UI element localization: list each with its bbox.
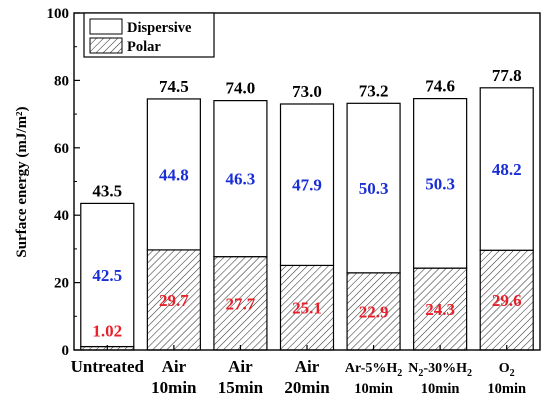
bar-polar	[279, 264, 335, 351]
data-label-polar: 24.3	[425, 300, 455, 319]
x-tick-label: 10min	[421, 381, 460, 397]
data-label-polar: 1.02	[92, 322, 122, 341]
data-label-total: 43.5	[92, 181, 122, 200]
x-tick-label: N2-30%H2	[408, 361, 472, 379]
bar-dispersive	[146, 98, 201, 251]
x-tick-label: Air	[228, 357, 253, 376]
y-axis-title: Surface energy (mJ/m²)	[14, 106, 30, 257]
data-label-polar: 22.9	[359, 302, 389, 321]
bar-polar	[213, 256, 268, 351]
y-tick-label: 40	[54, 208, 69, 224]
bar-dispersive	[279, 103, 335, 267]
bar-dispersive	[80, 202, 135, 348]
x-tick-label: 10min	[151, 378, 197, 397]
axes-layer	[73, 12, 541, 351]
x-tick-label: Ar-5%H2	[345, 361, 402, 379]
data-label-dispersive: 50.3	[425, 174, 455, 193]
bar-dispersive	[346, 102, 401, 274]
x-tick-label: Air	[295, 357, 320, 376]
y-tick-label: 60	[54, 141, 69, 157]
data-label-total: 73.0	[292, 82, 322, 101]
data-label-total: 74.0	[226, 79, 256, 98]
x-tick-label: 10min	[354, 381, 393, 397]
data-label-polar: 29.7	[159, 291, 189, 310]
legend-swatch-polar	[89, 37, 123, 54]
data-label-polar: 29.6	[492, 291, 522, 310]
x-tick-label: Air	[162, 357, 187, 376]
legend: Dispersive Polar	[83, 12, 215, 58]
labels-layer: 43.5 42.5 1.02 Untreated 74.5 44.8 29.7 Air 10mi…	[47, 6, 527, 397]
data-label-dispersive: 50.3	[359, 179, 389, 198]
data-label-total: 74.6	[425, 77, 455, 96]
data-label-dispersive: 46.3	[226, 170, 256, 189]
bar-dispersive	[479, 87, 534, 251]
data-label-total: 74.5	[159, 77, 189, 96]
data-label-dispersive: 47.9	[292, 176, 322, 195]
data-label-polar: 25.1	[292, 299, 322, 318]
data-label-total: 77.8	[492, 66, 522, 85]
y-tick-label: 100	[47, 6, 70, 22]
bar-dispersive	[413, 97, 468, 269]
legend-swatch-dispersive	[89, 18, 123, 35]
y-tick-label: 80	[54, 73, 69, 89]
x-tick-label: 10min	[487, 381, 526, 397]
legend-label-dispersive: Dispersive	[127, 20, 192, 36]
x-tick-label: 15min	[218, 378, 264, 397]
bar-dispersive	[213, 100, 268, 258]
bar-polar	[479, 249, 534, 351]
bars-layer	[80, 87, 534, 351]
data-label-dispersive: 44.8	[159, 165, 189, 184]
data-label-total: 73.2	[359, 81, 389, 100]
x-tick-label: 20min	[284, 378, 330, 397]
legend-label-polar: Polar	[127, 39, 161, 55]
y-tick-label: 0	[62, 343, 70, 359]
data-label-dispersive: 48.2	[492, 160, 522, 179]
y-tick-label: 20	[54, 276, 69, 292]
x-tick-label: Untreated	[71, 357, 145, 376]
bar-polar	[346, 272, 401, 351]
data-label-dispersive: 42.5	[92, 266, 122, 285]
x-tick-label: O2	[499, 361, 515, 379]
data-label-polar: 27.7	[226, 294, 256, 313]
